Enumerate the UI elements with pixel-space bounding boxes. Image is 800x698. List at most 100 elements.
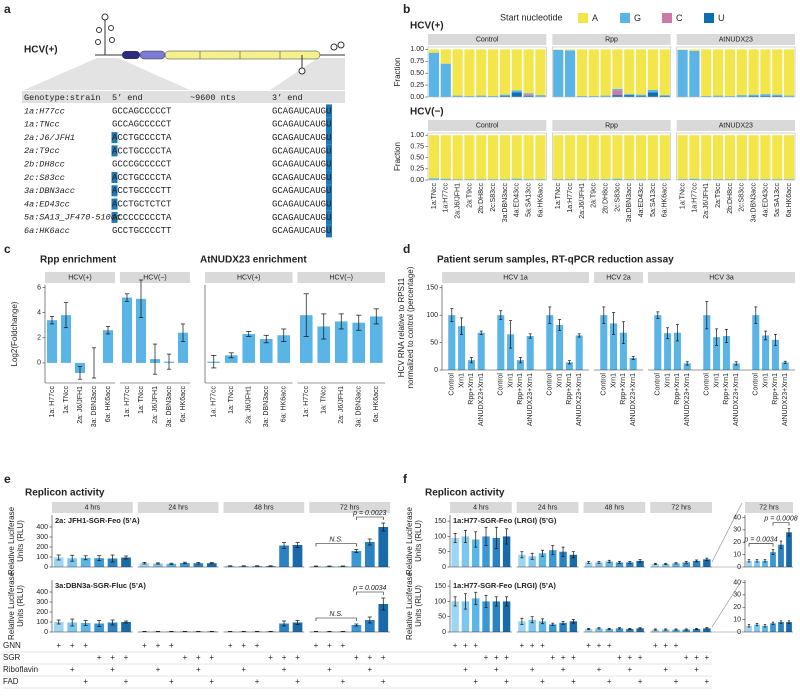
stack-segment	[523, 94, 534, 97]
three-prime-seq: GCAGAUCAUGU	[272, 160, 331, 170]
facet-strip	[516, 502, 579, 513]
stack-segment	[452, 95, 463, 97]
bar	[619, 332, 627, 370]
x-tick-label: 1a: TNcc	[63, 386, 70, 414]
facet-title: HCV(+)	[237, 274, 261, 281]
stack-segment	[600, 179, 611, 180]
stack-segment	[487, 135, 499, 180]
three-prime-seq: GCAGAUCAUGU	[272, 213, 331, 223]
five-prime-seq: ACCTGCCCCTA	[112, 146, 172, 156]
stack-segment	[612, 95, 623, 97]
bar	[546, 315, 554, 370]
y-axis-label: Relative Luciferase	[405, 506, 414, 575]
facet-border	[676, 46, 796, 98]
bar	[661, 563, 670, 567]
bar	[692, 628, 701, 632]
y-tick-label: 30	[733, 527, 741, 534]
facet-title: 48 hrs	[254, 504, 274, 511]
y-tick-label: 100	[36, 619, 48, 626]
chart-title: HCV(−)	[410, 107, 444, 118]
facet-title: 48 hrs	[605, 504, 625, 511]
bar	[651, 563, 660, 567]
facet-title: Control	[476, 122, 499, 129]
stack-segment	[612, 135, 623, 179]
facet-strip	[45, 272, 115, 283]
zoom-5prime	[24, 58, 190, 90]
panel-title: Replicon activity	[425, 488, 505, 499]
stack-segment	[701, 135, 712, 180]
genome-schematic	[22, 13, 345, 103]
y-tick-label: 0.75	[410, 58, 424, 65]
bar	[53, 622, 64, 632]
x-tick-label: 6a: HK6acc	[105, 386, 112, 423]
legend-swatch	[662, 13, 672, 23]
five-prime-seq: ACCCCCCCCTA	[112, 213, 172, 223]
stack-segment	[535, 179, 546, 180]
stack-segment	[783, 179, 795, 180]
y-tick-label: 150	[434, 583, 446, 590]
bar	[703, 559, 711, 567]
y-tick-label: 0.25	[410, 166, 424, 173]
x-tick-label: Control	[655, 373, 662, 396]
facet-title: 24 hrs	[168, 504, 188, 511]
facet-strip	[676, 34, 795, 45]
x-tick-label: 1a: TNcc	[228, 386, 235, 414]
bar	[683, 363, 691, 370]
bar	[538, 621, 547, 632]
stack-segment	[701, 49, 712, 97]
facet-strip	[120, 272, 190, 283]
zoom-line	[711, 579, 743, 628]
condition-mark: +	[341, 677, 346, 686]
y-tick-label: 40	[733, 579, 741, 586]
strain: 2c:S83cc	[24, 173, 65, 183]
facet-title: 72 hrs	[671, 504, 691, 511]
stack-segment	[689, 178, 700, 180]
condition-mark: +	[97, 653, 102, 662]
stack-segment	[476, 95, 487, 97]
bar	[713, 337, 721, 370]
x-tick-label: 5a:SA13cc	[650, 183, 657, 217]
facet-title: 4 hrs	[85, 504, 101, 511]
bar	[492, 537, 501, 567]
bar	[556, 325, 564, 370]
stack-segment	[772, 135, 783, 180]
condition-mark: +	[571, 677, 576, 686]
bar	[770, 552, 776, 567]
condition-mark: +	[586, 641, 591, 650]
y-axis-label: normalized to control (percentage)	[406, 266, 415, 388]
condition-mark: +	[156, 641, 161, 650]
x-tick-label: 1a:TNcc	[431, 183, 438, 210]
bar	[448, 315, 456, 370]
end-highlight	[326, 210, 332, 225]
x-tick-label: 6a: HK6acc	[180, 386, 187, 423]
stack-segment	[712, 179, 724, 180]
condition-mark: +	[367, 653, 372, 662]
legend-label: G	[634, 13, 641, 23]
facet-strip	[52, 502, 133, 513]
stack-segment	[511, 90, 522, 93]
stack-segment	[499, 179, 511, 180]
facet-title: HCV 1a	[503, 274, 528, 281]
bar	[682, 629, 690, 632]
bar	[626, 628, 634, 632]
stack-segment	[712, 135, 724, 180]
three-prime-seq: GCAGAUCAUGU	[272, 173, 331, 183]
stack-segment	[511, 92, 522, 97]
x-tick-label: Rpp+Xrn1	[620, 373, 627, 405]
stack-segment	[511, 49, 522, 91]
stack-segment	[553, 179, 564, 180]
stack-segment	[635, 135, 647, 180]
condition-mark: +	[196, 653, 201, 662]
start-highlight	[111, 211, 118, 223]
condition-mark: +	[110, 665, 115, 674]
facet-strip	[137, 502, 219, 513]
x-tick-label: Rpp+Xrn1	[566, 373, 573, 405]
condition-name: GNN	[3, 641, 21, 650]
y-tick-label: 20	[733, 539, 741, 546]
bar	[754, 624, 760, 632]
condition-mark: +	[124, 653, 129, 662]
y-tick-label: 100	[434, 533, 446, 540]
bar	[259, 339, 273, 363]
y-tick-label: 100	[426, 312, 438, 319]
stack-segment	[428, 49, 440, 53]
